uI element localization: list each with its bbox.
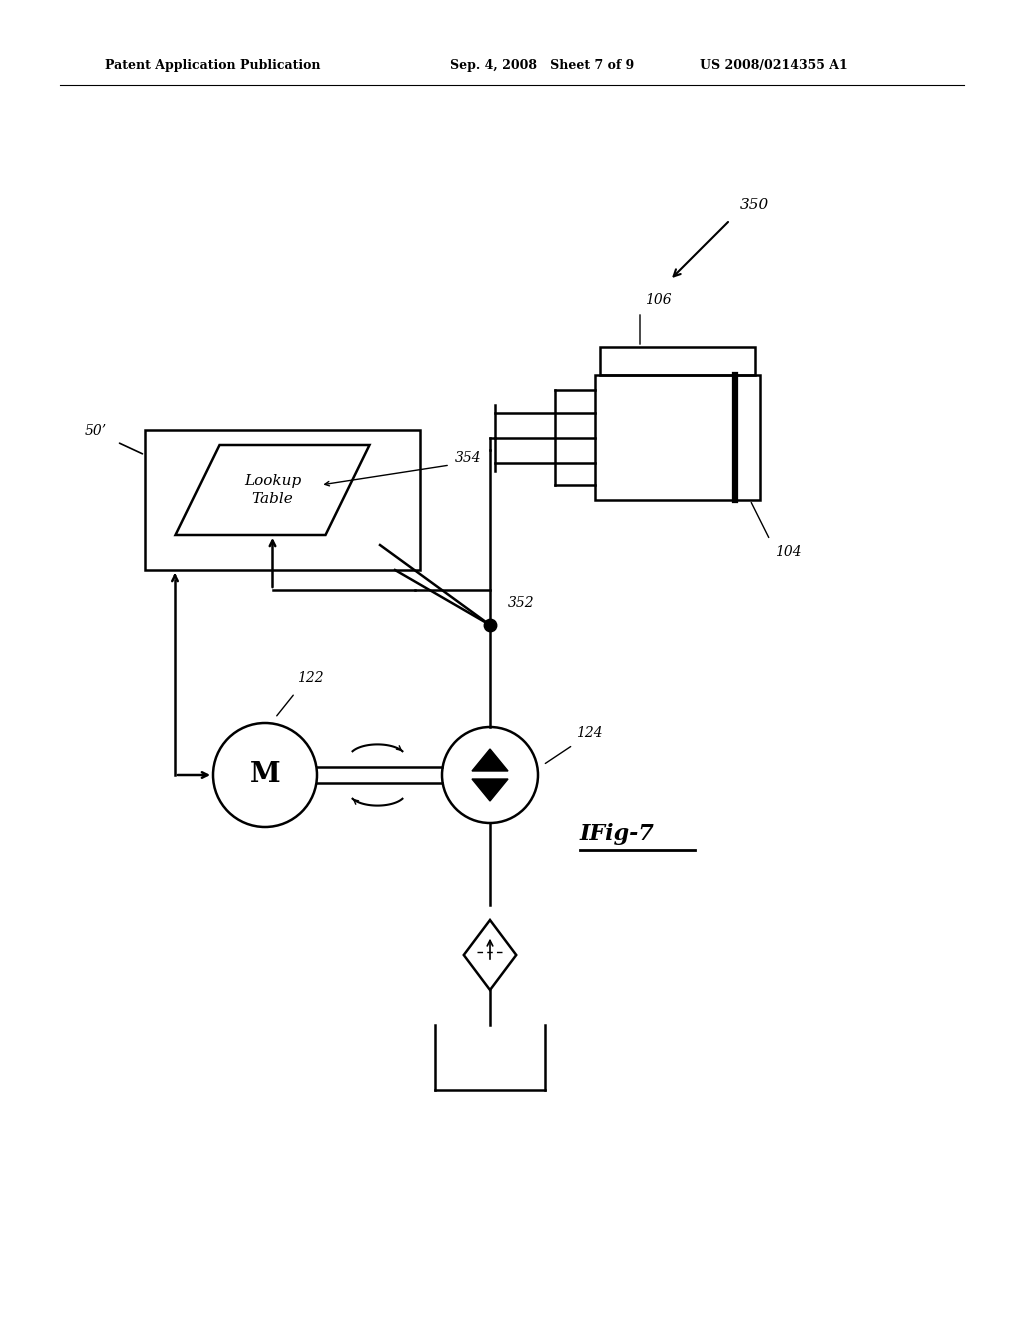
Bar [600, 347, 755, 375]
Text: 106: 106 [645, 293, 672, 308]
Text: Patent Application Publication: Patent Application Publication [105, 58, 321, 71]
Text: Sep. 4, 2008   Sheet 7 of 9: Sep. 4, 2008 Sheet 7 of 9 [450, 58, 634, 71]
Text: 50’: 50’ [85, 424, 106, 438]
Text: US 2008/0214355 A1: US 2008/0214355 A1 [700, 58, 848, 71]
Text: 352: 352 [508, 597, 535, 610]
Bar [145, 430, 420, 570]
Bar [595, 375, 760, 500]
Text: 124: 124 [575, 726, 603, 741]
Text: Lookup
Table: Lookup Table [244, 474, 301, 506]
Text: M: M [250, 762, 281, 788]
Text: 354: 354 [455, 451, 481, 465]
Polygon shape [472, 748, 508, 771]
Text: 122: 122 [297, 671, 324, 685]
Text: 350: 350 [740, 198, 769, 213]
Polygon shape [472, 779, 508, 801]
Text: IFig-7: IFig-7 [580, 822, 655, 845]
Text: 104: 104 [775, 545, 802, 558]
